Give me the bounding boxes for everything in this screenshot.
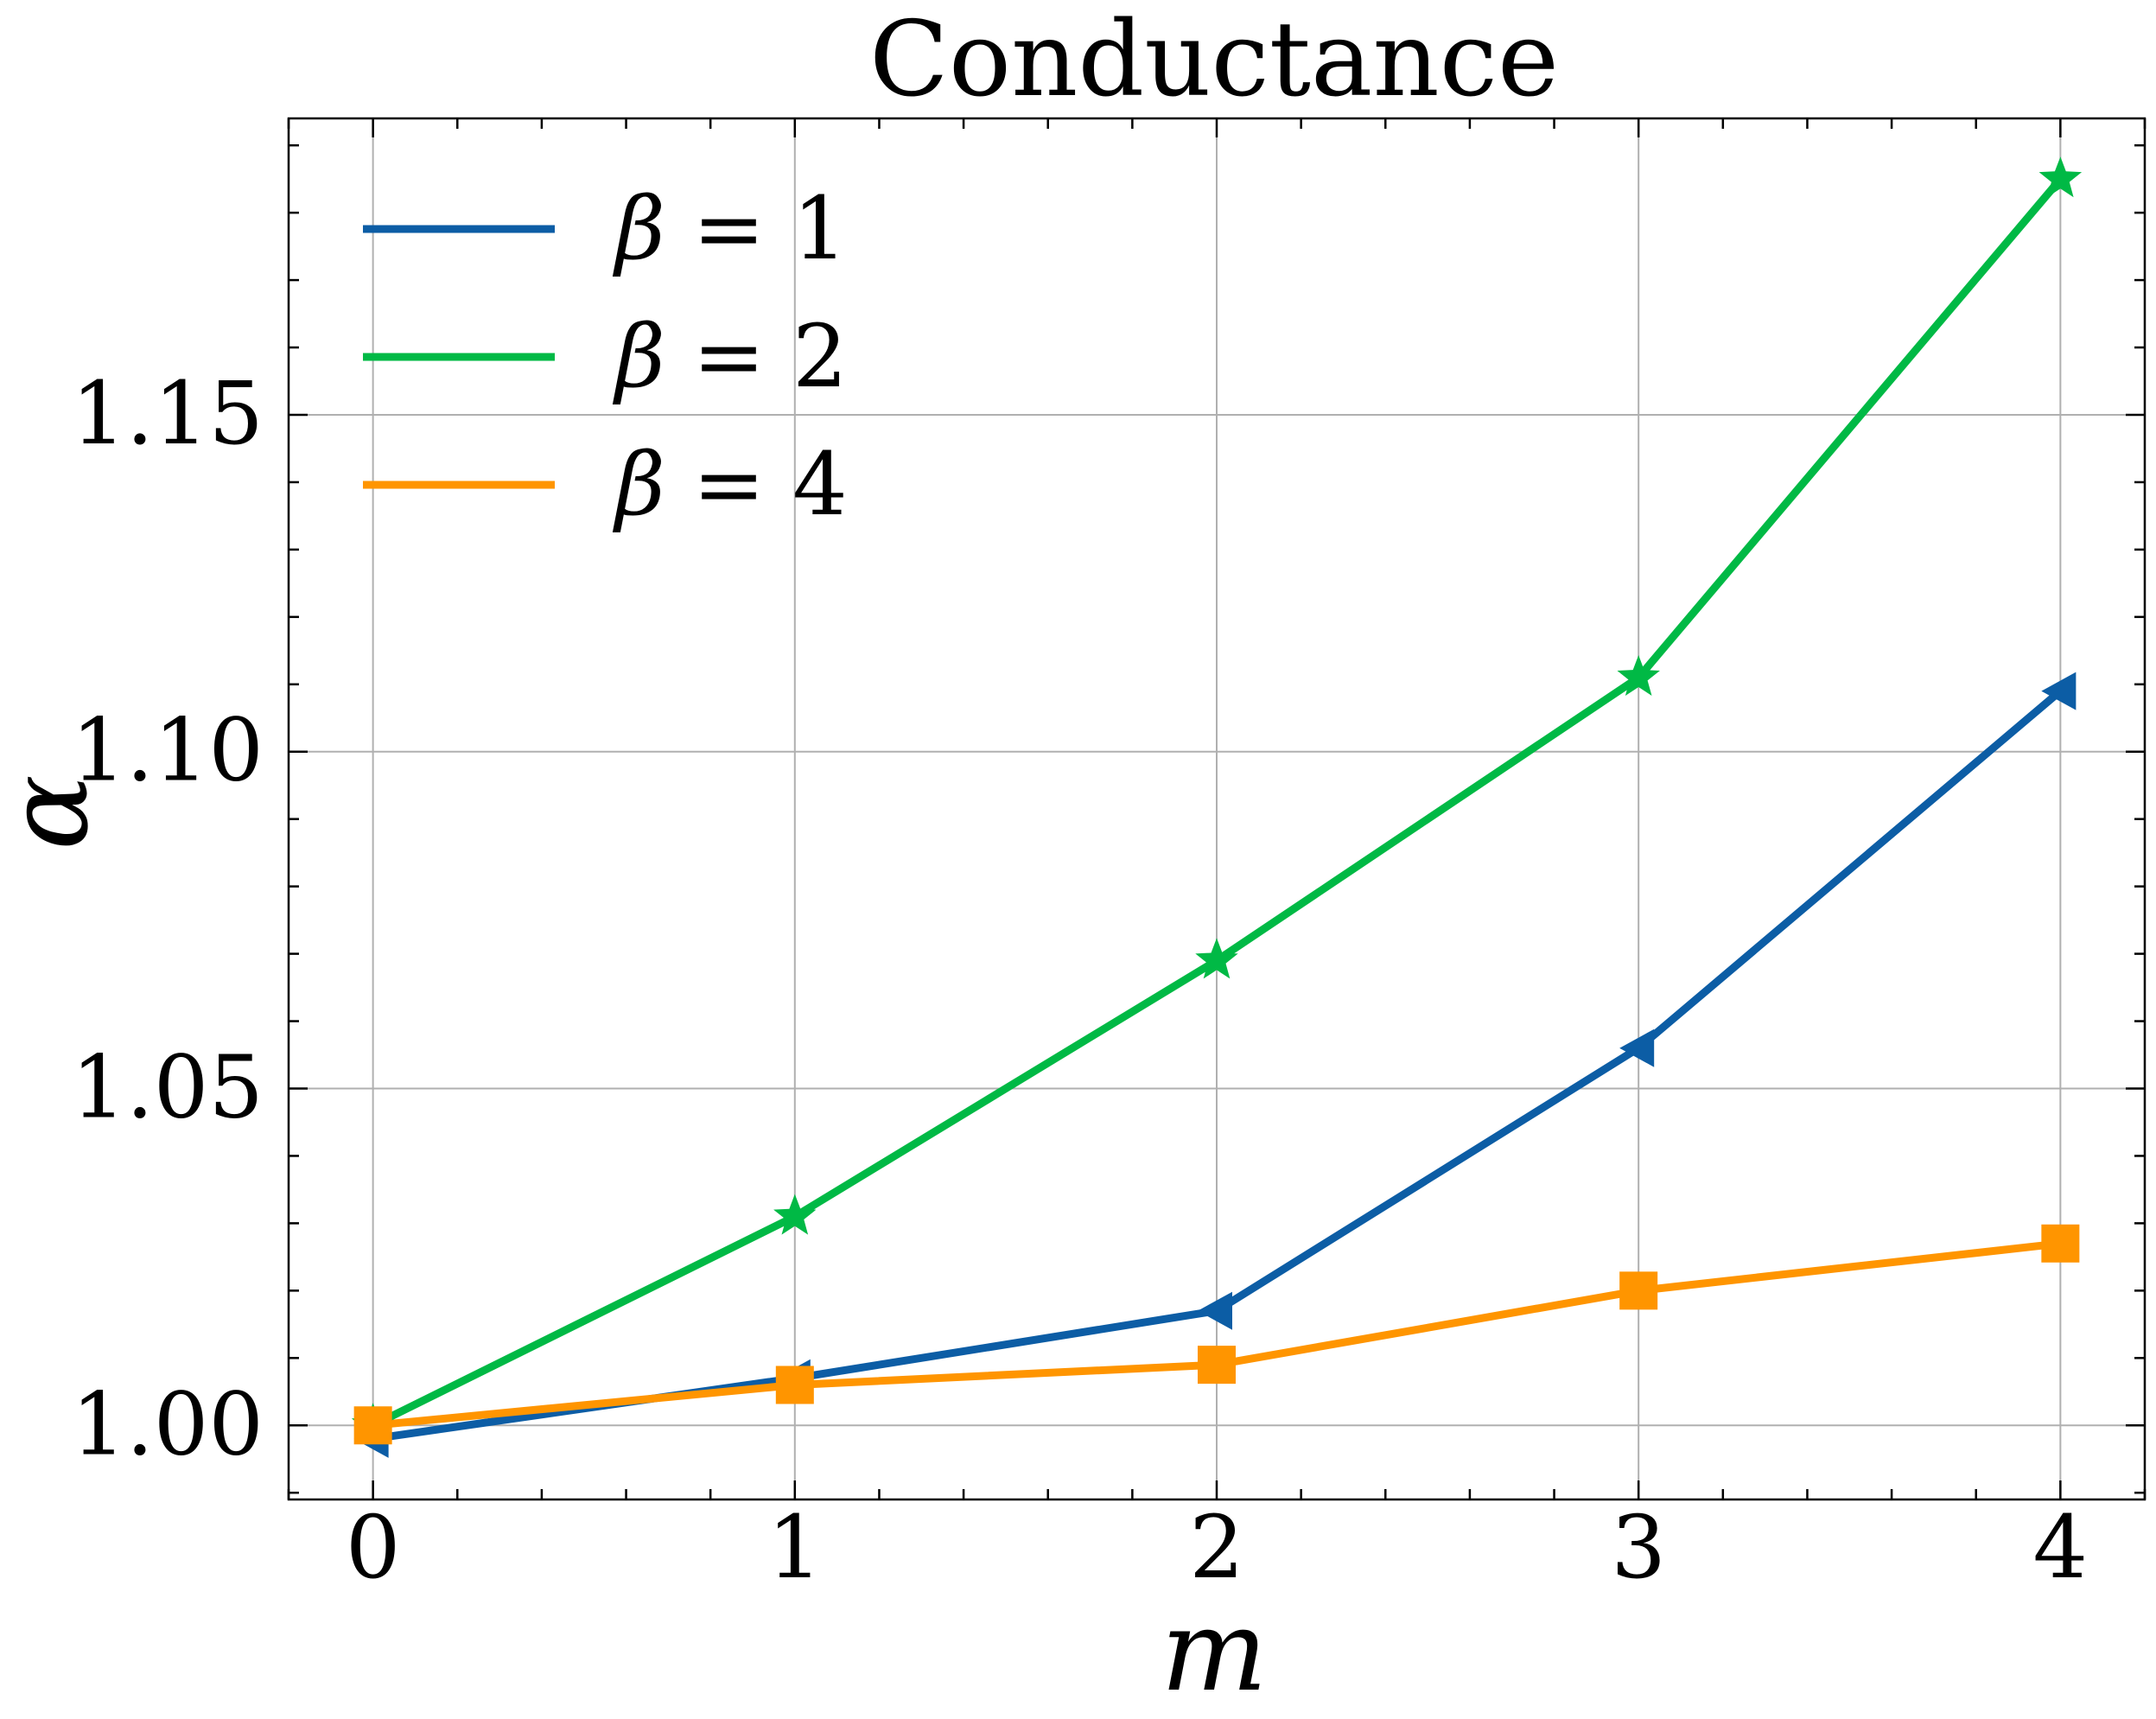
series-markers: [351, 156, 2083, 1458]
x-tick-label: 2: [1189, 1497, 1244, 1598]
data-point-star: [773, 1194, 817, 1235]
y-tick-labels: 1.00 1.05 1.10 1.15: [71, 363, 264, 1474]
x-axis-label: m: [1161, 1585, 1267, 1716]
data-point-square: [2041, 1224, 2080, 1263]
x-tick-label: 3: [1611, 1497, 1666, 1598]
legend-label: β = 2: [612, 306, 848, 407]
data-point-square: [1619, 1271, 1658, 1310]
x-tick-label: 1: [767, 1497, 823, 1598]
y-axis-label: α: [0, 774, 113, 850]
legend-label: β = 1: [612, 178, 848, 279]
data-point-star: [1195, 938, 1238, 979]
chart-title: Conductance: [869, 0, 1559, 120]
legend: β = 1 β = 2 β = 4: [363, 178, 848, 535]
data-point-square: [353, 1406, 392, 1445]
y-tick-label: 1.15: [71, 363, 264, 464]
x-tick-labels: 0 1 2 3 4: [346, 1497, 2088, 1598]
data-point-triangle: [2041, 672, 2077, 710]
x-tick-label: 4: [2033, 1497, 2089, 1598]
x-tick-label: 0: [346, 1497, 401, 1598]
y-tick-label: 1.00: [71, 1373, 264, 1474]
y-tick-label: 1.10: [71, 700, 264, 801]
y-tick-label: 1.05: [71, 1036, 264, 1137]
data-point-star: [1617, 655, 1660, 696]
data-point-triangle: [1619, 1028, 1655, 1067]
data-point-star: [2038, 156, 2083, 198]
data-point-square: [775, 1366, 814, 1404]
data-point-triangle: [1198, 1291, 1232, 1330]
data-point-square: [1198, 1346, 1236, 1385]
legend-label: β = 4: [612, 434, 848, 535]
axis-ticks: [287, 118, 2146, 1499]
grid: [289, 118, 2145, 1499]
